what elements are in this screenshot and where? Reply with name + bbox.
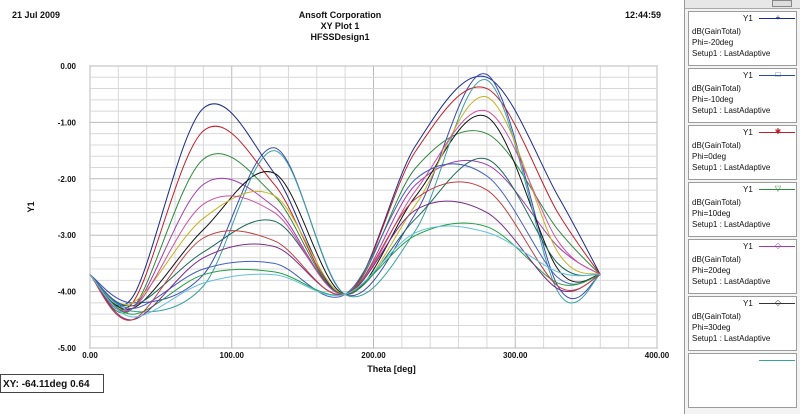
company-name: Ansoft Corporation <box>298 10 382 20</box>
legend-parameter: Phi=30deg <box>692 323 731 332</box>
y-tick-label: -5.00 <box>58 344 77 353</box>
legend-item[interactable]: Y1 ◇ dB(GainTotal) Phi=20deg Setup1 : LastAd… <box>688 239 797 294</box>
x-tick-label: 100.00 <box>220 351 245 360</box>
legend-setup: Setup1 : LastAdaptive <box>692 277 771 286</box>
plot-header: Ansoft Corporation XY Plot 1 HFSSDesign1 <box>255 10 425 43</box>
legend-marker-icon: ◇ <box>774 241 782 250</box>
legend-setup: Setup1 : LastAdaptive <box>692 49 771 58</box>
legend-marker-icon: ✱ <box>774 127 782 136</box>
legend-parameter: Phi=20deg <box>692 266 731 275</box>
legend-parameter: Phi=-20deg <box>692 38 734 47</box>
cursor-readout: XY: -64.11deg 0.64 <box>0 374 104 393</box>
legend-swatch <box>759 18 795 19</box>
y-tick-label: -3.00 <box>58 231 77 240</box>
legend-quantity: dB(GainTotal) <box>692 198 741 207</box>
legend-swatch <box>759 75 795 76</box>
legend-marker-icon: ▽ <box>774 184 782 193</box>
legend-quantity: dB(GainTotal) <box>692 255 741 264</box>
series-line-1[interactable] <box>89 73 601 304</box>
chart-svg[interactable]: 0.00 100.00 200.00 300.00 400.00 0.00 -1.00 -2.… <box>0 0 684 414</box>
series-line-14[interactable] <box>89 225 601 318</box>
legend-toolbar <box>685 0 800 9</box>
legend-setup: Setup1 : LastAdaptive <box>692 220 771 229</box>
legend-item[interactable]: Y1 + dB(GainTotal) Phi=-20deg Setup1 : LastA… <box>688 11 797 66</box>
x-tick-label: 0.00 <box>82 351 98 360</box>
legend-setup: Setup1 : LastAdaptive <box>692 106 771 115</box>
legend-item[interactable]: Y1 □ dB(GainTotal) Phi=-10deg Setup1 : LastA… <box>688 68 797 123</box>
legend-item[interactable]: Y1 ✱ dB(GainTotal) Phi=0deg Setup1 : LastAda… <box>688 125 797 180</box>
legend-scroll-button[interactable] <box>772 0 792 7</box>
legend-setup: Setup1 : LastAdaptive <box>692 334 771 343</box>
plot-time: 12:44:59 <box>625 10 662 20</box>
legend-swatch <box>759 132 795 133</box>
legend-list: Y1 + dB(GainTotal) Phi=-20deg Setup1 : LastA… <box>685 11 800 408</box>
y-tick-label: -1.00 <box>58 118 77 127</box>
legend-trace-name: Y1 <box>743 299 753 308</box>
series-line-6[interactable] <box>89 79 601 313</box>
legend-swatch <box>759 303 795 304</box>
legend-setup: Setup1 : LastAdaptive <box>692 163 771 172</box>
legend-trace-name: Y1 <box>743 71 753 80</box>
x-tick-label: 200.00 <box>361 351 386 360</box>
legend-quantity: dB(GainTotal) <box>692 27 741 36</box>
plot-area: 21 Jul 2009 Ansoft Corporation XY Plot 1… <box>0 0 684 414</box>
legend-marker-icon: □ <box>775 70 781 79</box>
legend-trace-name: Y1 <box>743 242 753 251</box>
x-tick-label: 400.00 <box>645 351 670 360</box>
legend-item[interactable]: Y1 ◇ dB(GainTotal) Phi=30deg Setup1 : LastAd… <box>688 296 797 351</box>
legend-parameter: Phi=-10deg <box>692 95 734 104</box>
legend-quantity: dB(GainTotal) <box>692 141 741 150</box>
legend-item[interactable] <box>688 353 797 408</box>
design-name: HFSSDesign1 <box>310 32 370 42</box>
y-tick-label: 0.00 <box>60 62 76 71</box>
series-line-10[interactable] <box>89 163 601 310</box>
legend-swatch <box>759 246 795 247</box>
legend-panel[interactable]: Y1 + dB(GainTotal) Phi=-20deg Setup1 : LastA… <box>684 0 800 414</box>
y-tick-label: -2.00 <box>58 175 77 184</box>
legend-item[interactable]: Y1 ▽ dB(GainTotal) Phi=10deg Setup1 : LastAd… <box>688 182 797 237</box>
y-axis-label: Y1 <box>26 201 36 212</box>
legend-parameter: Phi=10deg <box>692 209 731 218</box>
legend-trace-name: Y1 <box>743 128 753 137</box>
legend-parameter: Phi=0deg <box>692 152 727 161</box>
x-axis-label: Theta [deg] <box>367 364 416 374</box>
x-tick-label: 300.00 <box>503 351 528 360</box>
legend-quantity: dB(GainTotal) <box>692 312 741 321</box>
legend-swatch <box>759 189 795 190</box>
plot-title: XY Plot 1 <box>320 21 360 31</box>
legend-marker-icon: ◇ <box>774 298 782 307</box>
plot-date: 21 Jul 2009 <box>12 10 61 20</box>
legend-swatch <box>759 360 795 361</box>
legend-trace-name: Y1 <box>743 185 753 194</box>
y-tick-label: -4.00 <box>58 288 77 297</box>
legend-quantity: dB(GainTotal) <box>692 84 741 93</box>
legend-trace-name: Y1 <box>743 14 753 23</box>
legend-marker-icon: + <box>775 13 781 22</box>
